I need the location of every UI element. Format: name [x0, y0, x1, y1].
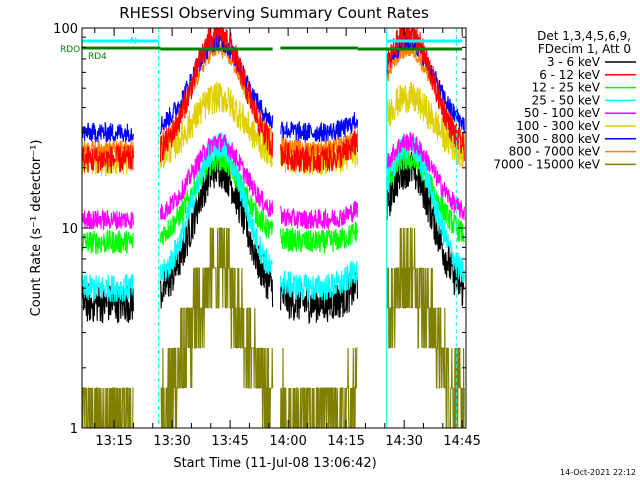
legend-label-7: 800 - 7000 keV [509, 145, 601, 159]
series-2-line-0 [81, 230, 134, 256]
series-4-line-3 [386, 132, 465, 220]
series-3-line-3 [386, 132, 465, 283]
legend-label-3: 25 - 50 keV [532, 93, 601, 107]
series-7-line-2 [280, 128, 359, 157]
series-2-line-2 [280, 221, 359, 254]
y-axis-label: Count Rate (s⁻¹ detector⁻¹) [29, 140, 44, 317]
x-tick-label-3: 14:00 [269, 434, 306, 449]
series-4-line-0 [81, 209, 134, 231]
series-1-line-2 [280, 131, 359, 174]
y-tick-label-0: 1 [70, 422, 78, 437]
legend-label-6: 300 - 800 keV [516, 132, 600, 146]
series-8-line-1 [160, 227, 274, 429]
series-1-line-3 [386, 27, 465, 161]
legend-label-2: 12 - 25 keV [532, 81, 601, 95]
series-4-line-1 [159, 133, 274, 221]
series-0-line-1 [159, 151, 274, 309]
x-tick-label-2: 13:45 [211, 434, 248, 449]
x-tick-label-5: 14:30 [385, 434, 422, 449]
chart-title: RHESSI Observing Summary Count Rates [119, 4, 429, 22]
series-6-line-3 [386, 31, 465, 133]
series-0-line-3 [386, 151, 465, 307]
series-3-line-0 [81, 273, 134, 303]
marker-layer: N RDO RD4 [60, 28, 463, 428]
series-5-line-3 [386, 81, 465, 168]
rd4-label: RD4 [88, 52, 107, 62]
legend-header-line-1: Det 1,3,4,5,6,9, [537, 29, 631, 43]
series-5-line-1 [159, 81, 274, 169]
x-tick-label-6: 14:45 [443, 434, 480, 449]
y-tick-label-1: 10 [61, 222, 78, 237]
series-6-line-0 [81, 122, 134, 143]
night-label: N [130, 36, 137, 47]
series-1-line-0 [81, 144, 134, 174]
legend-label-8: 7000 - 15000 keV [493, 157, 600, 171]
series-8-line-2 [280, 347, 358, 429]
axis-layer: 1 10 100 13:15 13:30 13:45 14:00 14:15 14:30 14:4… [53, 22, 481, 449]
legend-label-0: 3 - 6 keV [547, 55, 601, 69]
footer-timestamp: 14-Oct-2021 22:12 [560, 468, 636, 477]
series-4-line-2 [280, 201, 359, 231]
series-6-line-2 [280, 112, 359, 142]
plot-layer [81, 26, 465, 429]
x-tick-label-0: 13:15 [95, 434, 132, 449]
series-8-line-3 [386, 227, 465, 429]
x-tick-label-1: 13:30 [153, 434, 190, 449]
series-7-line-3 [386, 40, 465, 146]
x-axis-label: Start Time (11-Jul-08 13:06:42) [173, 456, 376, 471]
legend-label-1: 6 - 12 keV [539, 68, 601, 82]
series-0-line-2 [280, 267, 359, 325]
legend-header-line-2: FDecim 1, Att 0 [538, 42, 631, 56]
x-tick-label-4: 14:15 [327, 434, 364, 449]
series-3-line-2 [280, 260, 359, 302]
legend-label-5: 100 - 300 keV [516, 119, 600, 133]
series-8-line-0 [81, 387, 134, 429]
y-tick-label-2: 100 [53, 22, 78, 37]
rdo-label: RDO [60, 45, 80, 55]
legend-label-4: 50 - 100 keV [524, 106, 601, 120]
